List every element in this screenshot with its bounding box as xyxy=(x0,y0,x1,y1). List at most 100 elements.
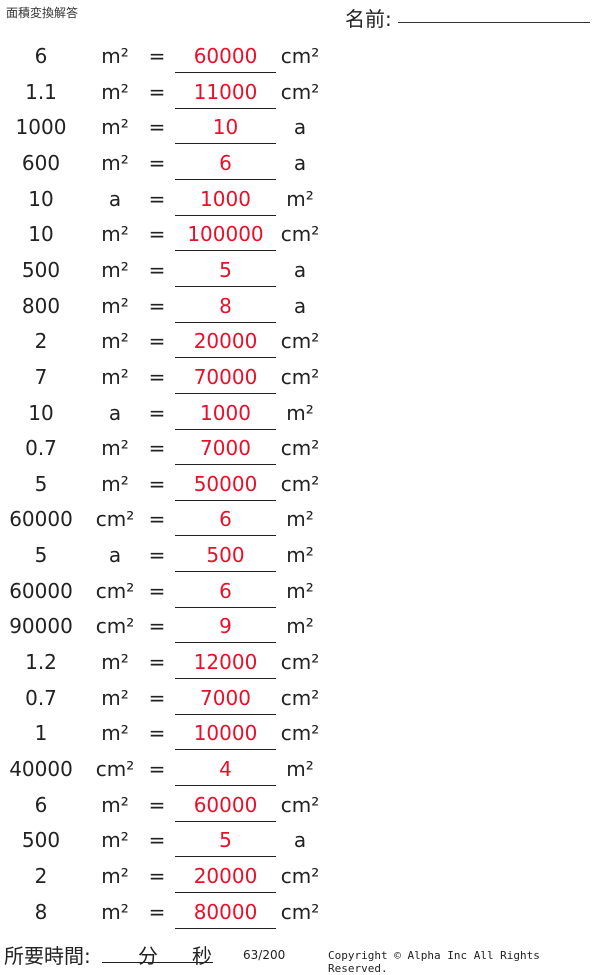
quantity: 6 xyxy=(34,792,48,817)
answer-field[interactable]: 500 xyxy=(175,537,276,573)
answer-field[interactable]: 10000 xyxy=(175,715,276,751)
answer-field[interactable]: 5 xyxy=(175,822,276,858)
from-unit: m² xyxy=(101,79,129,104)
equals-sign: = xyxy=(148,863,166,888)
equals-sign: = xyxy=(148,543,166,568)
answer-field[interactable]: 11000 xyxy=(175,74,276,109)
to-unit: m² xyxy=(286,757,314,781)
equals-sign: = xyxy=(148,828,166,853)
quantity: 1000 xyxy=(15,115,67,140)
to-unit: a xyxy=(293,293,307,318)
quantity: 500 xyxy=(21,828,61,853)
to-unit: m² xyxy=(286,186,314,211)
quantity: 600 xyxy=(21,150,61,175)
equals-sign: = xyxy=(148,257,166,282)
problem-row: 6 m² = 60000 cm² xyxy=(0,38,600,74)
from-unit: m² xyxy=(101,721,129,746)
equals-sign: = xyxy=(148,899,166,924)
from-unit: m² xyxy=(101,863,129,888)
to-unit: m² xyxy=(286,578,314,603)
answer-field[interactable]: 6 xyxy=(175,145,276,180)
answer-field[interactable]: 6 xyxy=(175,573,276,608)
answer-field[interactable]: 4 xyxy=(175,751,276,786)
answer-field[interactable]: 1000 xyxy=(175,395,276,430)
equals-sign: = xyxy=(148,186,166,211)
problem-row: 6 m² = 60000 cm² xyxy=(0,787,600,823)
quantity: 5 xyxy=(34,471,48,496)
from-unit: m² xyxy=(101,828,129,853)
quantity: 7 xyxy=(34,364,48,389)
to-unit: cm² xyxy=(280,436,320,461)
problem-row: 10 m² = 100000 cm² xyxy=(0,216,600,252)
equals-sign: = xyxy=(148,471,166,496)
problem-row: 800 m² = 8 a xyxy=(0,288,600,324)
answer-field[interactable]: 6 xyxy=(175,501,276,537)
quantity: 0.7 xyxy=(25,436,57,461)
problem-row: 2 m² = 20000 cm² xyxy=(0,858,600,894)
quantity: 10 xyxy=(28,400,54,425)
answer-field[interactable]: 7000 xyxy=(175,680,276,715)
equals-sign: = xyxy=(148,650,166,675)
equals-sign: = xyxy=(148,721,166,746)
quantity: 1.2 xyxy=(25,650,57,675)
equals-sign: = xyxy=(148,436,166,461)
quantity: 10 xyxy=(28,222,54,247)
answer-field[interactable]: 20000 xyxy=(175,858,276,893)
answer-field[interactable]: 8 xyxy=(175,288,276,323)
answer-field[interactable]: 80000 xyxy=(175,894,276,929)
problem-row: 2 m² = 20000 cm² xyxy=(0,323,600,359)
from-unit: m² xyxy=(101,650,129,675)
answer-field[interactable]: 70000 xyxy=(175,359,276,394)
problem-row: 60000 cm² = 6 m² xyxy=(0,501,600,537)
answer-field[interactable]: 1000 xyxy=(175,181,276,216)
answer-field[interactable]: 50000 xyxy=(175,466,276,501)
quantity: 90000 xyxy=(9,614,73,639)
problem-row: 600 m² = 6 a xyxy=(0,145,600,181)
problem-row: 8 m² = 80000 cm² xyxy=(0,894,600,930)
from-unit: m² xyxy=(101,329,129,354)
problem-row: 40000 cm² = 4 m² xyxy=(0,751,600,787)
answer-field[interactable]: 100000 xyxy=(175,216,276,252)
from-unit: cm² xyxy=(95,614,135,639)
equals-sign: = xyxy=(148,79,166,104)
problem-row: 1 m² = 10000 cm² xyxy=(0,715,600,751)
to-unit: cm² xyxy=(280,685,320,710)
answer-field[interactable]: 10 xyxy=(175,109,276,145)
from-unit: m² xyxy=(101,436,129,461)
from-unit: m² xyxy=(101,792,129,817)
equals-sign: = xyxy=(148,757,166,781)
answer-field[interactable]: 12000 xyxy=(175,644,276,680)
from-unit: m² xyxy=(101,685,129,710)
seconds-label: 秒 xyxy=(192,944,212,968)
from-unit: cm² xyxy=(95,507,135,532)
from-unit: m² xyxy=(101,364,129,389)
to-unit: cm² xyxy=(280,364,320,389)
quantity: 1.1 xyxy=(25,79,57,104)
name-field[interactable] xyxy=(398,22,590,23)
to-unit: cm² xyxy=(280,899,320,924)
equals-sign: = xyxy=(148,222,166,247)
problem-row: 500 m² = 5 a xyxy=(0,822,600,858)
answer-field[interactable]: 60000 xyxy=(175,38,276,73)
equals-sign: = xyxy=(148,614,166,639)
from-unit: a xyxy=(108,186,122,211)
answer-field[interactable]: 9 xyxy=(175,608,276,644)
equals-sign: = xyxy=(148,364,166,389)
answer-field[interactable]: 5 xyxy=(175,252,276,287)
quantity: 2 xyxy=(34,863,48,888)
equals-sign: = xyxy=(148,150,166,175)
problem-row: 0.7 m² = 7000 cm² xyxy=(0,680,600,716)
answer-field[interactable]: 7000 xyxy=(175,430,276,466)
time-field[interactable] xyxy=(102,962,213,963)
quantity: 40000 xyxy=(9,757,73,781)
from-unit: m² xyxy=(101,44,129,68)
quantity: 5 xyxy=(34,543,48,568)
equals-sign: = xyxy=(148,400,166,425)
from-unit: m² xyxy=(101,222,129,247)
quantity: 2 xyxy=(34,329,48,354)
answer-field[interactable]: 60000 xyxy=(175,787,276,822)
answer-field[interactable]: 20000 xyxy=(175,323,276,359)
from-unit: m² xyxy=(101,115,129,140)
to-unit: cm² xyxy=(280,650,320,675)
equals-sign: = xyxy=(148,578,166,603)
